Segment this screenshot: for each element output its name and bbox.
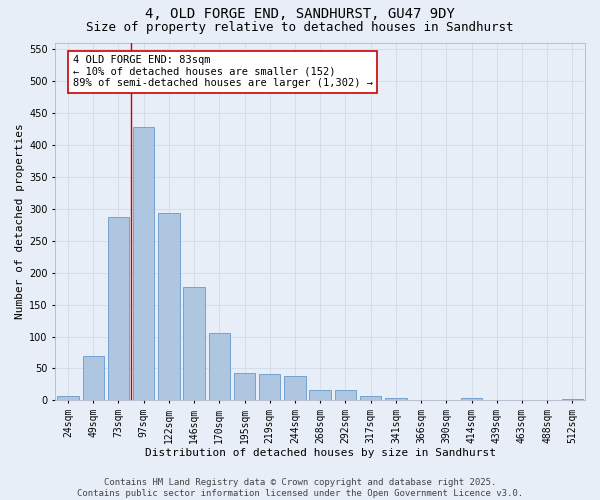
- Text: 4, OLD FORGE END, SANDHURST, GU47 9DY: 4, OLD FORGE END, SANDHURST, GU47 9DY: [145, 8, 455, 22]
- Bar: [284, 376, 306, 400]
- X-axis label: Distribution of detached houses by size in Sandhurst: Distribution of detached houses by size …: [145, 448, 496, 458]
- Bar: [461, 398, 482, 400]
- Bar: [209, 334, 230, 400]
- Bar: [310, 390, 331, 400]
- Bar: [259, 374, 280, 400]
- Bar: [385, 398, 407, 400]
- Bar: [133, 127, 154, 400]
- Bar: [108, 217, 129, 400]
- Text: Size of property relative to detached houses in Sandhurst: Size of property relative to detached ho…: [86, 21, 514, 34]
- Bar: [360, 396, 382, 400]
- Y-axis label: Number of detached properties: Number of detached properties: [15, 124, 25, 320]
- Bar: [158, 213, 179, 400]
- Text: 4 OLD FORGE END: 83sqm
← 10% of detached houses are smaller (152)
89% of semi-de: 4 OLD FORGE END: 83sqm ← 10% of detached…: [73, 56, 373, 88]
- Bar: [58, 396, 79, 400]
- Text: Contains HM Land Registry data © Crown copyright and database right 2025.
Contai: Contains HM Land Registry data © Crown c…: [77, 478, 523, 498]
- Bar: [335, 390, 356, 400]
- Bar: [184, 288, 205, 401]
- Bar: [562, 399, 583, 400]
- Bar: [83, 356, 104, 401]
- Bar: [234, 373, 255, 400]
